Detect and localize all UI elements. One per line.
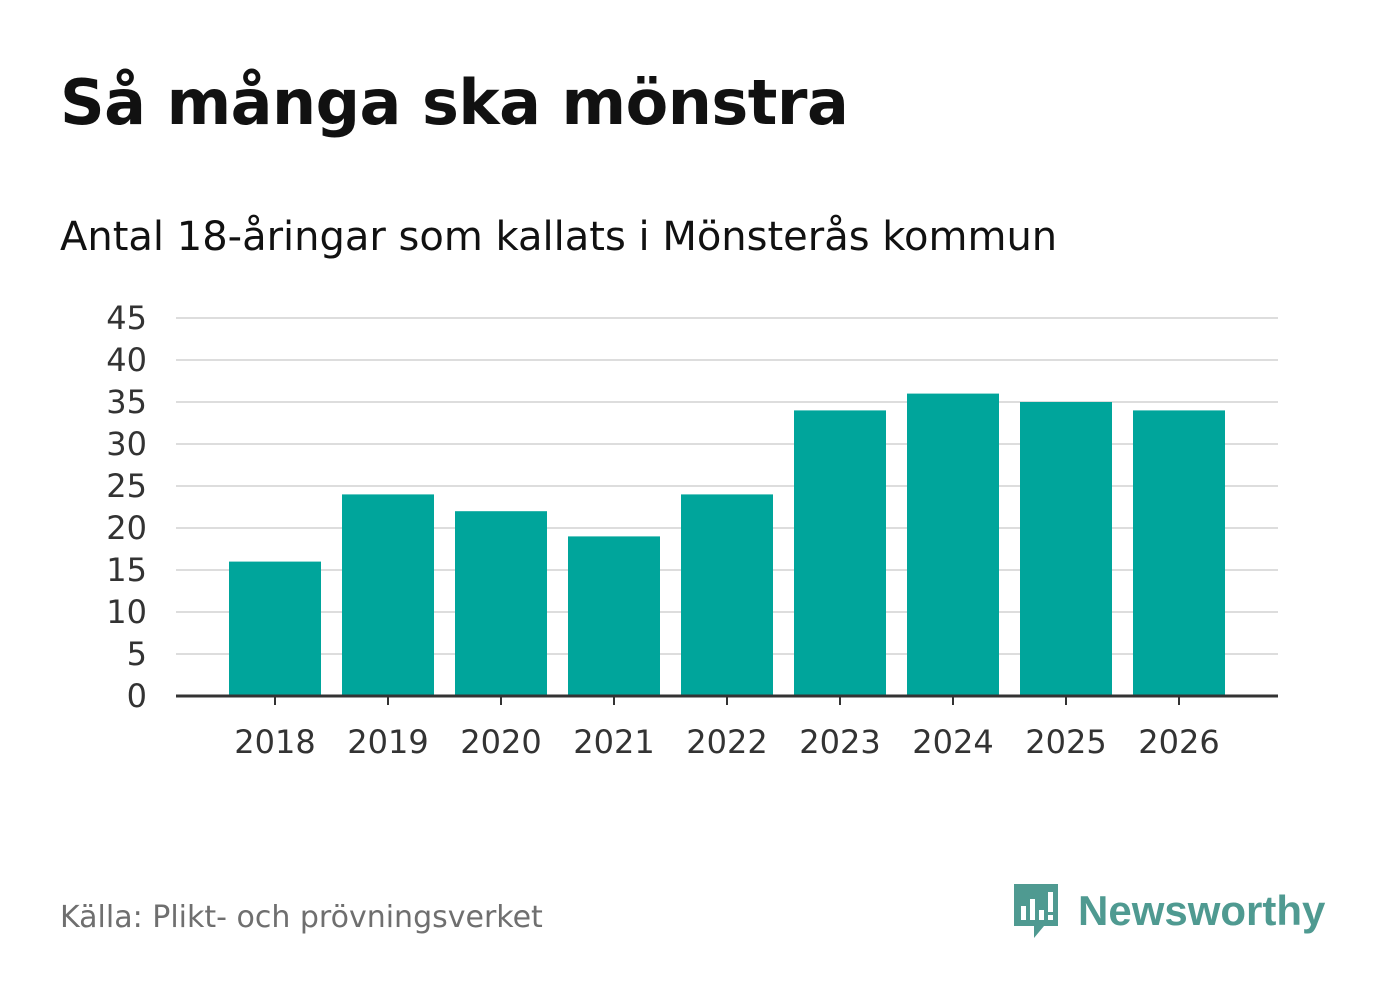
y-tick-label-25: 25	[106, 467, 147, 505]
bar-2026	[1133, 410, 1225, 696]
brand-name: Newsworthy	[1078, 887, 1326, 934]
y-tick-label-40: 40	[106, 341, 147, 379]
chart-title: Så många ska mönstra	[60, 66, 849, 139]
y-axis-ticks: 0 5 10 15 20 25 30 35 40 45	[106, 299, 147, 715]
bar-2024	[907, 393, 999, 696]
bar-2019	[342, 494, 434, 696]
x-tick-label-2019: 2019	[347, 723, 428, 761]
bars	[229, 393, 1225, 696]
x-tick-label-2024: 2024	[912, 723, 993, 761]
y-tick-label-5: 5	[127, 635, 147, 673]
y-tick-label-45: 45	[106, 299, 147, 337]
bar-2025	[1020, 402, 1112, 696]
bar-2023	[794, 410, 886, 696]
y-tick-label-30: 30	[106, 425, 147, 463]
newsworthy-logo-icon	[1014, 884, 1058, 938]
y-tick-label-0: 0	[127, 677, 147, 715]
x-tick-label-2018: 2018	[234, 723, 315, 761]
chart-subtitle: Antal 18-åringar som kallats i Mönsterås…	[60, 214, 1058, 260]
x-tick-label-2022: 2022	[686, 723, 767, 761]
y-tick-label-35: 35	[106, 383, 147, 421]
brand[interactable]: Newsworthy	[1010, 876, 1325, 946]
x-tick-label-2025: 2025	[1025, 723, 1106, 761]
y-tick-label-20: 20	[106, 509, 147, 547]
x-tick-label-2026: 2026	[1138, 723, 1219, 761]
y-tick-label-15: 15	[106, 551, 147, 589]
bar-2020	[455, 511, 547, 696]
x-tick-label-2020: 2020	[460, 723, 541, 761]
bar-2022	[681, 494, 773, 696]
x-tick-label-2021: 2021	[573, 723, 654, 761]
y-tick-label-10: 10	[106, 593, 147, 631]
x-tick-label-2023: 2023	[799, 723, 880, 761]
source-note: Källa: Plikt- och prövningsverket	[60, 900, 543, 935]
bar-2018	[229, 561, 321, 696]
bar-2021	[568, 536, 660, 696]
x-axis-ticks: 2018 2019 2020 2021 2022 2023 2024 2025 2026	[234, 696, 1220, 761]
